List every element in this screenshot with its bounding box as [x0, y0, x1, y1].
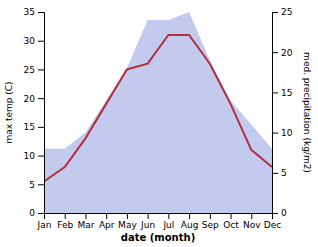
tick-label: Oct	[223, 220, 239, 230]
y-tick: 10	[24, 151, 44, 161]
x-tick: Feb	[57, 213, 73, 230]
tick-mark	[272, 12, 278, 13]
tick-mark	[272, 173, 278, 174]
y-tick: 35	[24, 7, 44, 17]
y2-tick: 10	[272, 128, 293, 138]
tick-mark	[38, 41, 44, 42]
tick-mark	[272, 52, 278, 53]
x-tick: Jan	[37, 213, 52, 230]
tick-label: 25	[24, 65, 35, 75]
marks	[44, 12, 272, 213]
tick-label: Aug	[181, 220, 199, 230]
tick-mark	[38, 156, 44, 157]
tick-label: Nov	[243, 220, 261, 230]
tick-mark	[148, 213, 149, 219]
x-axis-title: date (month)	[121, 232, 195, 243]
precipitation-area	[44, 12, 272, 213]
tick-label: Apr	[99, 220, 115, 230]
y2-tick: 15	[272, 88, 292, 98]
x-tick: Jul	[162, 213, 174, 230]
axis-line	[273, 13, 279, 214]
tick-label: 35	[24, 7, 35, 17]
x-tick: Aug	[181, 213, 199, 230]
y2-tick: 0	[272, 208, 287, 218]
tick-label: 30	[24, 36, 36, 46]
plot: JanFebMarAprMayJunJulAugSepOctNovDec0510…	[4, 7, 312, 243]
tick-label: Mar	[77, 220, 94, 230]
y-tick: 20	[24, 94, 44, 104]
tick-label: 15	[281, 88, 292, 98]
y2-axis: 0 5 10 15 20 25	[272, 7, 293, 218]
tick-mark	[168, 213, 169, 219]
y-tick: 0	[29, 208, 44, 218]
x-tick: Nov	[243, 213, 261, 230]
tick-mark	[38, 127, 44, 128]
tick-label: 5	[29, 180, 35, 190]
tick-label: 25	[281, 7, 292, 17]
tick-label: 10	[281, 128, 293, 138]
tick-label: 0	[29, 208, 35, 218]
x-tick: May	[118, 213, 137, 230]
y2-tick: 25	[272, 7, 292, 17]
tick-mark	[38, 213, 44, 214]
tick-mark	[231, 213, 232, 219]
tick-mark	[38, 12, 44, 13]
tick-label: Jun	[140, 220, 155, 230]
x-tick: Sep	[202, 213, 219, 230]
x-tick: Jun	[140, 213, 155, 230]
x-tick: Dec	[264, 213, 281, 230]
y2-tick: 20	[272, 48, 293, 58]
tick-mark	[189, 213, 190, 219]
tick-mark	[38, 184, 44, 185]
tick-label: Jul	[162, 220, 174, 230]
tick-mark	[38, 69, 44, 70]
chart: JanFebMarAprMayJunJulAugSepOctNovDec0510…	[0, 0, 318, 247]
tick-mark	[272, 92, 278, 93]
tick-label: Dec	[264, 220, 281, 230]
y-axis-title: max temp (C)	[4, 81, 14, 143]
tick-mark	[127, 213, 128, 219]
tick-mark	[106, 213, 107, 219]
y-tick: 30	[24, 36, 44, 46]
y-tick: 25	[24, 65, 44, 75]
y-tick: 15	[24, 122, 44, 132]
tick-mark	[251, 213, 252, 219]
x-tick: Apr	[99, 213, 115, 230]
tick-mark	[65, 213, 66, 219]
y-axis: 0 5 10 15 20 25 30 35	[24, 7, 45, 218]
y2-tick: 5	[272, 168, 287, 178]
tick-label: 5	[281, 168, 287, 178]
x-tick: Mar	[77, 213, 94, 230]
tick-label: 10	[24, 151, 36, 161]
tick-label: May	[118, 220, 137, 230]
tick-mark	[38, 98, 44, 99]
tick-label: Jan	[37, 220, 52, 230]
tick-label: 20	[281, 48, 293, 58]
tick-label: 0	[281, 208, 287, 218]
axis-line	[45, 214, 273, 220]
y2-axis-title: med. precipitation (kg/m2)	[302, 52, 312, 173]
axis-line	[38, 13, 45, 214]
tick-mark	[272, 133, 278, 134]
tick-label: Feb	[57, 220, 73, 230]
x-axis: Jan Feb Mar AprMayJun Jul AugSep Oct NovDec	[37, 213, 282, 230]
tick-mark	[272, 213, 278, 214]
x-tick: Oct	[223, 213, 239, 230]
temperature-line	[44, 35, 272, 181]
y-tick: 5	[29, 180, 44, 190]
tick-label: Sep	[202, 220, 219, 230]
tick-mark	[210, 213, 211, 219]
tick-label: 15	[24, 122, 35, 132]
tick-mark	[85, 213, 86, 219]
tick-label: 20	[24, 94, 36, 104]
